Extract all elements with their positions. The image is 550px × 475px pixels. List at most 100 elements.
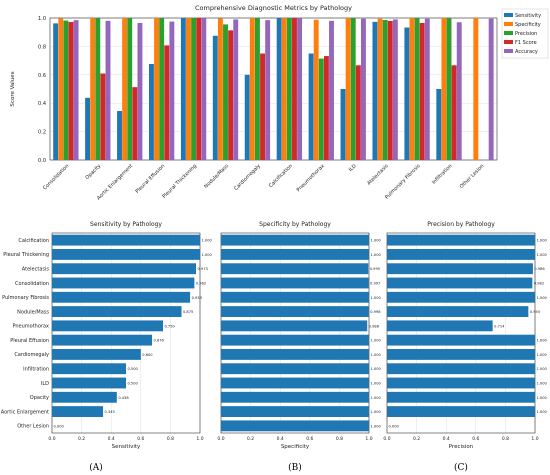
bar-f1 — [260, 53, 265, 160]
bar-value-label: 0.000 — [389, 424, 400, 428]
bar-specificity — [221, 334, 369, 346]
bar-accuracy — [73, 20, 79, 160]
bar-sensitivity — [52, 277, 195, 289]
y-axis-label: Score Values — [10, 71, 16, 106]
bar-precision — [387, 406, 535, 417]
y-tick-label: Aortic Enlargement — [1, 409, 49, 415]
bar-value-label: 0.988 — [369, 324, 380, 328]
bar-precision — [387, 391, 535, 403]
bar-f1 — [323, 56, 329, 160]
bar-specificity — [217, 18, 223, 161]
bar-f1 — [68, 21, 74, 161]
x-tick-label: 0.8 — [167, 436, 174, 442]
y-tick-label: Opacity — [30, 395, 49, 401]
y-tick-label: 0.2 — [38, 130, 46, 136]
bar-value-label: 0.750 — [165, 324, 176, 328]
y-tick-label: Other Lesion — [17, 424, 49, 430]
bar-f1 — [419, 22, 425, 160]
x-tick-label: 1.0 — [196, 436, 203, 442]
plot-frame — [386, 232, 536, 434]
x-axis-label: Specificity — [281, 444, 310, 450]
bar-precision — [159, 18, 165, 160]
y-tick-label: 0.4 — [38, 101, 46, 107]
bar-sensitivity — [212, 35, 218, 160]
x-tick-label: 0.4 — [108, 436, 115, 442]
bar-specificity — [281, 18, 287, 160]
plot-frame — [220, 232, 370, 434]
x-tick-label: 0.0 — [383, 436, 390, 442]
bar-sensitivity — [52, 320, 163, 332]
bar-accuracy — [297, 18, 303, 160]
y-tick-label: Consolidation — [15, 281, 49, 287]
bar-value-label: 1.000 — [537, 367, 548, 371]
bar-sensitivity — [53, 23, 59, 161]
x-tick-label: Cardiomegaly — [233, 163, 262, 192]
x-tick-label: Nodule/Mass — [203, 163, 230, 190]
bar-specificity — [221, 377, 369, 389]
bar-accuracy — [201, 18, 207, 160]
bar-f1 — [292, 18, 297, 160]
bar-value-label: 0.000 — [54, 424, 65, 428]
bar-precision — [350, 18, 356, 160]
legend-swatch — [504, 49, 513, 53]
bar-f1 — [196, 18, 202, 160]
bar-value-label: 1.000 — [537, 410, 548, 414]
y-tick-label: Nodule/Mass — [17, 309, 49, 315]
bar-precision — [254, 18, 260, 160]
bar-precision — [387, 363, 535, 375]
x-tick-label: 0.6 — [306, 436, 313, 442]
bar-sensitivity — [52, 263, 197, 275]
bar-value-label: 0.998 — [370, 310, 381, 314]
bar-value-label: 1.000 — [537, 353, 548, 357]
x-tick-label: 0.0 — [48, 436, 55, 442]
bar-specificity — [221, 349, 369, 360]
bar-specificity — [221, 320, 368, 332]
bar-sensitivity — [117, 111, 122, 160]
bar-precision — [223, 24, 228, 160]
bar-value-label: 1.000 — [371, 396, 382, 400]
bar-specificity — [221, 363, 369, 375]
bar-value-label: 1.000 — [371, 382, 382, 386]
legend-label: Specificity — [515, 22, 541, 28]
panel-letter: (B) — [288, 462, 302, 473]
legend-swatch — [504, 13, 513, 17]
y-tick-label: Pleural Thickening — [3, 252, 49, 258]
panel-letter: (C) — [454, 462, 468, 473]
bar-value-label: 0.982 — [534, 282, 544, 286]
bar-value-label: 0.962 — [196, 282, 206, 286]
x-tick-label: Pneumothorax — [296, 163, 326, 193]
x-tick-label: Pleural Effusion — [135, 163, 167, 195]
bar-specificity — [221, 234, 369, 246]
bar-specificity — [345, 18, 351, 160]
x-tick-label: 1.0 — [365, 436, 372, 442]
bar-f1 — [100, 73, 106, 160]
bar-specificity — [249, 18, 255, 160]
bar-specificity — [441, 18, 447, 160]
bar-value-label: 0.997 — [370, 282, 380, 286]
bar-precision — [387, 291, 535, 303]
bar-precision — [387, 234, 535, 246]
bar-precision — [387, 320, 493, 332]
y-tick-label: 1.0 — [38, 16, 46, 22]
x-tick-label: 0.2 — [78, 436, 85, 442]
bar-value-label: 1.000 — [371, 339, 382, 343]
bar-sensitivity — [85, 97, 91, 160]
bar-sensitivity — [52, 349, 141, 360]
x-tick-label: Pleural Thickening — [161, 163, 198, 200]
bar-precision — [414, 18, 420, 160]
bar-sensitivity — [180, 18, 186, 160]
bar-precision — [387, 263, 533, 275]
legend-label: Sensitivity — [515, 13, 541, 19]
bar-sensitivity — [52, 249, 200, 260]
panel-letter: (A) — [89, 462, 103, 473]
bar-precision — [95, 18, 101, 160]
bar-sensitivity — [52, 406, 104, 417]
bar-accuracy — [169, 21, 175, 160]
y-tick-label: 0.8 — [38, 44, 46, 50]
bar-value-label: 1.000 — [371, 296, 382, 300]
bar-accuracy — [137, 22, 143, 160]
bar-value-label: 0.600 — [142, 353, 153, 357]
legend-label: Accuracy — [515, 49, 538, 55]
bar-value-label: 1.000 — [371, 353, 382, 357]
bar-precision — [387, 334, 535, 346]
